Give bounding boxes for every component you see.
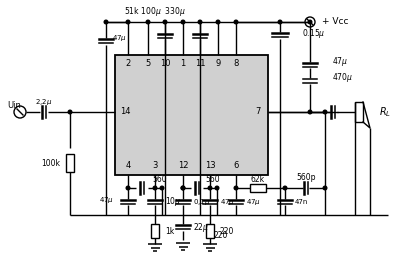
Circle shape	[216, 20, 220, 24]
Text: 1: 1	[180, 59, 186, 69]
Text: 3: 3	[152, 162, 158, 170]
Text: + Vcc: + Vcc	[322, 18, 348, 26]
Circle shape	[234, 186, 238, 190]
Text: 62k: 62k	[251, 174, 265, 183]
Text: 0,1$\mu$: 0,1$\mu$	[193, 197, 210, 207]
Circle shape	[181, 186, 185, 190]
Bar	[355, 102, 363, 122]
Text: $R_L$: $R_L$	[379, 105, 391, 119]
Text: 8: 8	[233, 59, 239, 69]
Circle shape	[181, 186, 185, 190]
Text: 5: 5	[145, 59, 151, 69]
Circle shape	[181, 20, 185, 24]
Text: 6: 6	[233, 162, 239, 170]
Circle shape	[146, 20, 150, 24]
Circle shape	[308, 110, 312, 114]
Circle shape	[14, 106, 26, 118]
Circle shape	[208, 186, 212, 190]
Text: 47$\mu$: 47$\mu$	[112, 33, 128, 43]
Bar	[250, 184, 266, 192]
Text: 47$\mu$: 47$\mu$	[220, 197, 235, 207]
Text: 470$\mu$: 470$\mu$	[332, 71, 353, 85]
Circle shape	[68, 110, 72, 114]
Text: 220: 220	[220, 227, 234, 235]
Text: 10: 10	[160, 59, 170, 69]
Circle shape	[323, 186, 327, 190]
Text: 11: 11	[195, 59, 205, 69]
Circle shape	[126, 20, 130, 24]
Text: 100k: 100k	[41, 158, 60, 167]
Text: 2,2$\mu$: 2,2$\mu$	[35, 97, 53, 107]
Text: 47n: 47n	[295, 199, 308, 205]
Circle shape	[278, 20, 282, 24]
Text: 1k: 1k	[165, 227, 174, 235]
Text: Uin: Uin	[7, 101, 21, 109]
Text: 2: 2	[125, 59, 131, 69]
Text: 12: 12	[178, 162, 188, 170]
Text: 220: 220	[213, 230, 227, 240]
Text: 10$\mu$: 10$\mu$	[165, 196, 181, 209]
Circle shape	[215, 186, 219, 190]
Circle shape	[308, 20, 312, 24]
Text: 9: 9	[215, 59, 221, 69]
Circle shape	[163, 20, 167, 24]
Circle shape	[160, 186, 164, 190]
Circle shape	[126, 186, 130, 190]
Circle shape	[305, 17, 315, 27]
Text: 7: 7	[255, 107, 261, 117]
Circle shape	[104, 20, 108, 24]
Text: 13: 13	[205, 162, 215, 170]
Text: 560: 560	[205, 176, 220, 184]
Bar	[66, 154, 74, 172]
Text: 47$\mu$: 47$\mu$	[332, 56, 348, 69]
Circle shape	[323, 110, 327, 114]
Text: 47$\mu$: 47$\mu$	[246, 197, 261, 207]
Circle shape	[283, 186, 287, 190]
Circle shape	[234, 20, 238, 24]
Text: 0.15$\mu$: 0.15$\mu$	[302, 27, 326, 40]
Text: 560: 560	[152, 176, 167, 184]
Bar	[206, 224, 214, 238]
Text: 4: 4	[125, 162, 131, 170]
Bar	[115, 55, 268, 175]
Circle shape	[153, 186, 157, 190]
Circle shape	[198, 20, 202, 24]
Text: 51k 100$\mu$  330$\mu$: 51k 100$\mu$ 330$\mu$	[124, 6, 186, 19]
Text: 14: 14	[120, 107, 130, 117]
Text: 560p: 560p	[296, 173, 316, 183]
Text: 22$\mu$: 22$\mu$	[193, 221, 209, 234]
Text: 47$\mu$: 47$\mu$	[99, 195, 114, 205]
Bar	[151, 224, 159, 238]
